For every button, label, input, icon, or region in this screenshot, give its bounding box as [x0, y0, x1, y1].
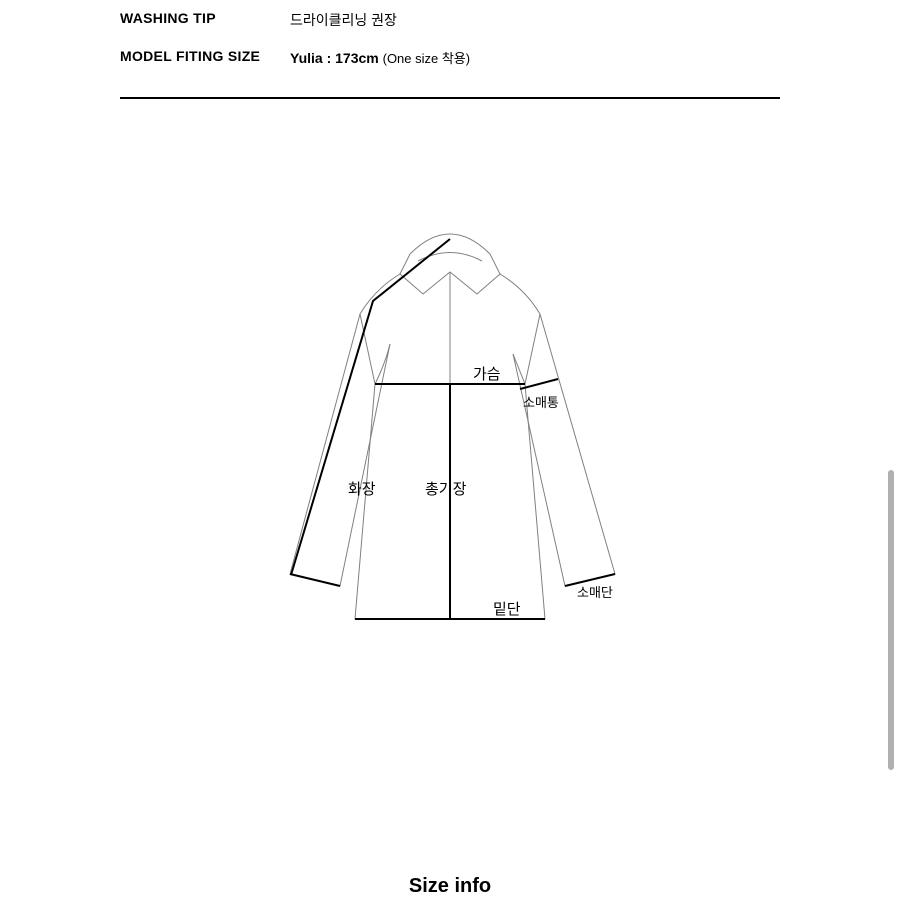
washing-tip-row: WASHING TIP 드라이클리닝 권장: [120, 10, 780, 30]
label-chest: 가슴: [473, 366, 501, 383]
washing-tip-value: 드라이클리닝 권장: [290, 10, 780, 30]
page-scrollbar[interactable]: [888, 470, 894, 770]
label-hem: 밑단: [493, 601, 521, 618]
washing-tip-label: WASHING TIP: [120, 10, 290, 30]
size-info-heading: Size info: [0, 875, 900, 898]
model-fit-value: Yulia : 173cm (One size 착용): [290, 48, 780, 67]
garment-diagram: 가슴 소매통 소매단 밑단 총기장 화장: [245, 224, 655, 659]
product-info-section: WASHING TIP 드라이클리닝 권장 MODEL FITING SIZE …: [0, 0, 900, 67]
model-fit-value-bold: Yulia : 173cm: [290, 50, 383, 66]
label-sleeve-width: 소매통: [523, 395, 559, 410]
label-total-length: 총기장: [425, 481, 467, 498]
section-divider: [120, 97, 780, 99]
size-diagram-area: 가슴 소매통 소매단 밑단 총기장 화장: [0, 224, 900, 659]
model-fit-value-sub: (One size 착용): [383, 51, 471, 66]
label-arm-length: 화장: [348, 481, 376, 498]
model-fit-row: MODEL FITING SIZE Yulia : 173cm (One siz…: [120, 48, 780, 67]
model-fit-label: MODEL FITING SIZE: [120, 48, 290, 67]
label-sleeve-hem: 소매단: [577, 585, 613, 600]
